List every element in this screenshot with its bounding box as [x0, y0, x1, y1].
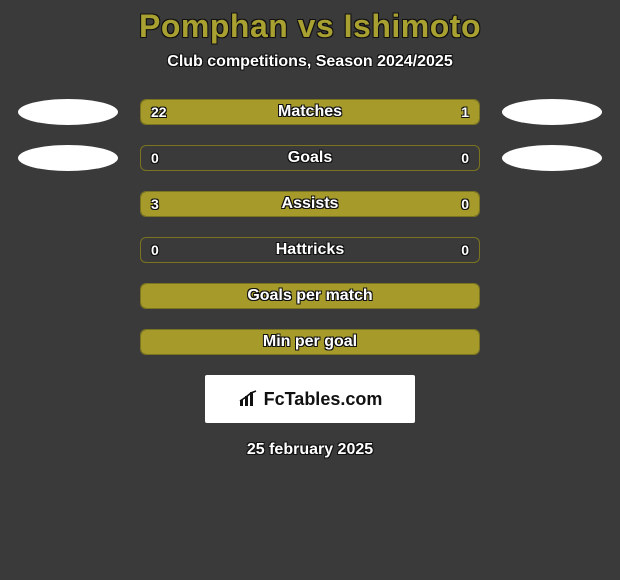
stat-value-right: 0 — [461, 238, 469, 262]
logo-box: FcTables.com — [205, 375, 415, 423]
player-right-marker — [502, 145, 602, 171]
comparison-infographic: Pomphan vs Ishimoto Club competitions, S… — [0, 0, 620, 459]
stat-row: Goals0 0 — [0, 145, 620, 171]
stat-row: Goals per match — [0, 283, 620, 309]
stat-label: Min per goal — [141, 330, 479, 354]
stat-bar: Matches22 1 — [140, 99, 480, 125]
page-title: Pomphan vs Ishimoto — [0, 8, 620, 45]
player-left-marker — [18, 145, 118, 171]
stat-bar: Min per goal — [140, 329, 480, 355]
stat-bar: Goals per match — [140, 283, 480, 309]
stat-label: Hattricks — [141, 238, 479, 262]
stat-value-left: 0 — [151, 146, 159, 170]
stat-value-right: 0 — [461, 146, 469, 170]
bar-chart-icon — [238, 390, 260, 408]
stat-value-right: 1 — [461, 100, 469, 124]
stat-row: Hattricks0 0 — [0, 237, 620, 263]
stat-row: Assists3 0 — [0, 191, 620, 217]
stat-row: Matches22 1 — [0, 99, 620, 125]
stat-value-right: 0 — [461, 192, 469, 216]
stat-value-left: 22 — [151, 100, 167, 124]
logo: FcTables.com — [238, 389, 383, 410]
player-right-marker — [502, 99, 602, 125]
stat-label: Assists — [141, 192, 479, 216]
stat-bar: Assists3 0 — [140, 191, 480, 217]
logo-text: FcTables.com — [264, 389, 383, 410]
stat-label: Matches — [141, 100, 479, 124]
stat-row: Min per goal — [0, 329, 620, 355]
stat-label: Goals per match — [141, 284, 479, 308]
subtitle: Club competitions, Season 2024/2025 — [0, 53, 620, 71]
stat-bar: Goals0 0 — [140, 145, 480, 171]
stat-value-left: 3 — [151, 192, 159, 216]
stat-rows-container: Matches221Goals00Assists30Hattricks00Goa… — [0, 99, 620, 355]
player-left-marker — [18, 99, 118, 125]
date-label: 25 february 2025 — [0, 441, 620, 459]
stat-label: Goals — [141, 146, 479, 170]
stat-value-left: 0 — [151, 238, 159, 262]
stat-bar: Hattricks0 0 — [140, 237, 480, 263]
